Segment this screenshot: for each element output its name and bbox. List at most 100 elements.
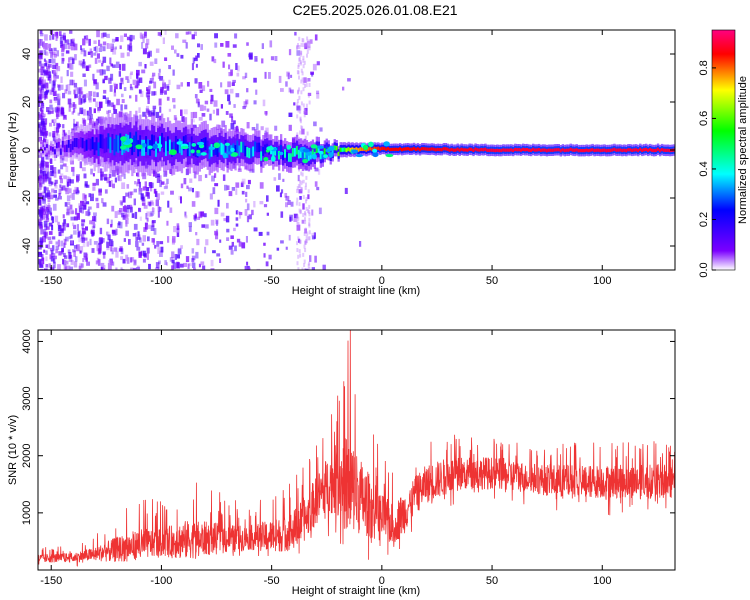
noise-cell [193, 111, 198, 119]
noise-cell [67, 202, 71, 206]
noise-cell [138, 89, 142, 94]
noise-cell [110, 224, 113, 228]
noise-cell [66, 208, 71, 214]
band-core [301, 151, 305, 160]
noise-cell [134, 181, 137, 185]
noise-cell [299, 179, 302, 184]
noise-cell [81, 233, 85, 240]
noise-cell [102, 78, 105, 83]
noise-cell [38, 127, 41, 132]
noise-cell [191, 201, 196, 207]
band-core [184, 135, 188, 150]
noise-cell [230, 249, 234, 255]
noise-cell [235, 217, 239, 221]
noise-cell [100, 174, 103, 181]
noise-cell [308, 212, 311, 217]
noise-cell [359, 241, 362, 247]
noise-cell [81, 222, 85, 226]
noise-cell [40, 116, 45, 120]
band-blob [302, 159, 309, 164]
band-core [428, 147, 432, 151]
noise-cell [86, 241, 90, 247]
noise-cell [53, 171, 57, 178]
noise-cell [301, 38, 304, 43]
noise-cell [95, 197, 99, 202]
band-core [492, 148, 495, 152]
noise-cell [67, 98, 72, 105]
y-tick-label: 40 [21, 48, 33, 60]
band-core [131, 138, 134, 155]
noise-cell [79, 250, 82, 254]
noise-cell [57, 84, 61, 91]
noise-cell [308, 267, 311, 270]
noise-cell [231, 187, 235, 191]
noise-cell [297, 45, 300, 50]
noise-cell [69, 30, 73, 34]
noise-cell [198, 263, 201, 268]
noise-cell [138, 107, 141, 113]
colorbar-tick-label: 0.2 [698, 212, 710, 227]
band-core [409, 147, 412, 151]
noise-cell [304, 240, 307, 245]
band-core [282, 151, 285, 161]
noise-cell [49, 247, 52, 252]
noise-cell [54, 136, 57, 141]
noise-cell [86, 184, 90, 188]
noise-cell [232, 44, 237, 48]
noise-cell [226, 237, 230, 241]
noise-cell [211, 56, 215, 62]
noise-cell [70, 71, 74, 77]
noise-cell [296, 241, 299, 246]
band-core [416, 147, 420, 151]
noise-cell [38, 57, 42, 64]
noise-cell [217, 199, 220, 207]
noise-cell [54, 184, 58, 189]
noise-cell [62, 35, 66, 41]
noise-cell [63, 225, 66, 231]
noise-cell [311, 72, 314, 77]
noise-cell [307, 39, 310, 44]
noise-cell [288, 112, 293, 117]
noise-cell [81, 207, 84, 214]
noise-cell [60, 240, 63, 247]
noise-cell [169, 207, 173, 213]
noise-cell [76, 244, 80, 252]
noise-cell [52, 264, 55, 270]
noise-cell [231, 82, 235, 86]
noise-cell [158, 68, 161, 73]
noise-cell [263, 253, 266, 258]
noise-cell [132, 79, 137, 85]
noise-cell [304, 268, 307, 270]
noise-cell [38, 100, 41, 107]
noise-cell [40, 68, 44, 75]
band-core [264, 144, 267, 154]
noise-cell [56, 106, 60, 113]
noise-cell [51, 224, 54, 231]
band-core [254, 141, 257, 152]
band-core [653, 149, 656, 153]
noise-cell [297, 89, 300, 94]
band-core [289, 153, 293, 162]
noise-cell [290, 89, 294, 94]
noise-cell [63, 259, 67, 264]
band-core [524, 148, 527, 152]
noise-cell [39, 78, 42, 84]
noise-cell [67, 63, 70, 68]
noise-cell [296, 219, 299, 224]
noise-cell [91, 248, 95, 253]
noise-cell [285, 81, 288, 87]
noise-cell [57, 264, 61, 270]
band-core [317, 145, 320, 153]
band-blob [355, 154, 363, 158]
noise-cell [296, 132, 299, 137]
band-core [573, 148, 576, 152]
noise-cell [183, 109, 188, 115]
noise-cell [185, 31, 189, 35]
noise-cell [39, 224, 43, 229]
band-blob [385, 153, 394, 158]
noise-cell [166, 262, 168, 266]
noise-cell [52, 64, 57, 69]
noise-cell [233, 227, 236, 232]
noise-cell [111, 38, 115, 43]
